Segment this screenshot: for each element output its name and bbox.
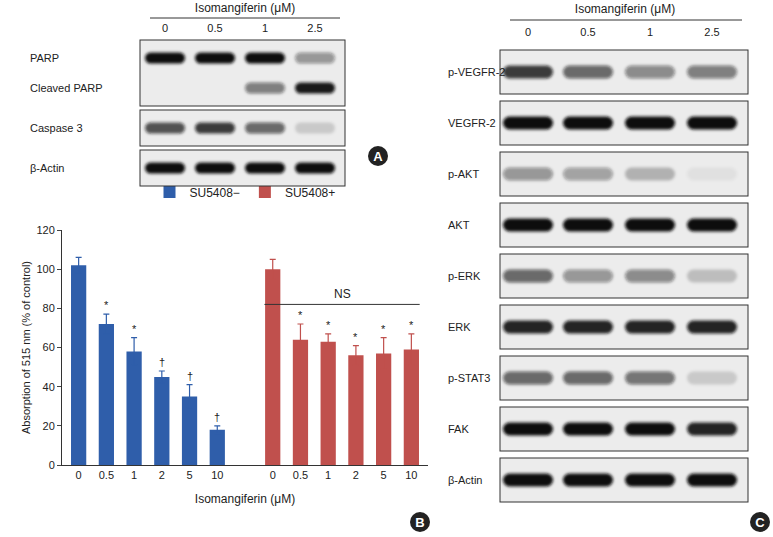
svg-text:1: 1: [647, 26, 653, 38]
svg-text:0.5: 0.5: [293, 469, 308, 481]
svg-text:*: *: [104, 299, 109, 311]
svg-text:*: *: [353, 331, 358, 343]
svg-text:Isomangiferin (μM): Isomangiferin (μM): [195, 1, 295, 15]
svg-text:PARP: PARP: [30, 52, 59, 64]
svg-text:SU5408+: SU5408+: [285, 186, 335, 200]
svg-text:0: 0: [76, 469, 82, 481]
svg-text:β-Actin: β-Actin: [30, 162, 64, 174]
svg-text:†: †: [187, 370, 193, 382]
svg-text:0.5: 0.5: [580, 26, 595, 38]
svg-text:0: 0: [270, 469, 276, 481]
svg-text:0.5: 0.5: [99, 469, 114, 481]
svg-text:20: 20: [43, 420, 55, 432]
svg-text:p-STAT3: p-STAT3: [448, 372, 490, 384]
svg-text:1: 1: [325, 469, 331, 481]
svg-text:Isomangiferin (μM): Isomangiferin (μM): [195, 492, 295, 506]
svg-text:2.5: 2.5: [704, 26, 719, 38]
svg-text:2: 2: [353, 469, 359, 481]
svg-text:Cleaved PARP: Cleaved PARP: [30, 82, 103, 94]
svg-text:FAK: FAK: [448, 423, 469, 435]
svg-text:2: 2: [159, 469, 165, 481]
svg-text:Caspase 3: Caspase 3: [30, 122, 83, 134]
svg-text:1: 1: [262, 22, 268, 34]
svg-text:NS: NS: [334, 287, 351, 301]
svg-text:0: 0: [525, 26, 531, 38]
svg-text:5: 5: [381, 469, 387, 481]
svg-text:*: *: [298, 309, 303, 321]
svg-text:0.5: 0.5: [207, 22, 222, 34]
svg-text:p-VEGFR-2: p-VEGFR-2: [448, 66, 505, 78]
svg-text:60: 60: [43, 341, 55, 353]
svg-text:40: 40: [43, 381, 55, 393]
svg-text:80: 80: [43, 302, 55, 314]
svg-text:A: A: [373, 149, 383, 164]
svg-text:120: 120: [36, 224, 54, 236]
svg-text:10: 10: [211, 469, 223, 481]
svg-text:*: *: [409, 319, 414, 331]
svg-text:p-ERK: p-ERK: [448, 270, 481, 282]
svg-text:C: C: [755, 515, 765, 530]
svg-text:100: 100: [36, 263, 54, 275]
svg-text:0: 0: [49, 459, 55, 471]
svg-text:*: *: [326, 319, 331, 331]
svg-text:5: 5: [186, 469, 192, 481]
svg-text:B: B: [415, 515, 424, 530]
svg-text:Isomangiferin (μM): Isomangiferin (μM): [575, 2, 675, 16]
svg-text:p-AKT: p-AKT: [448, 168, 479, 180]
svg-text:10: 10: [405, 469, 417, 481]
svg-text:†: †: [159, 356, 165, 368]
svg-text:†: †: [214, 411, 220, 423]
svg-text:VEGFR-2: VEGFR-2: [448, 117, 496, 129]
svg-text:β-Actin: β-Actin: [448, 474, 482, 486]
svg-text:SU5408−: SU5408−: [190, 186, 240, 200]
svg-text:1: 1: [131, 469, 137, 481]
svg-text:Absorption of 515 nm (% of con: Absorption of 515 nm (% of control): [20, 261, 32, 434]
svg-text:AKT: AKT: [448, 219, 470, 231]
svg-text:*: *: [381, 323, 386, 335]
svg-text:2.5: 2.5: [307, 22, 322, 34]
svg-text:0: 0: [162, 22, 168, 34]
svg-text:ERK: ERK: [448, 321, 471, 333]
svg-text:*: *: [132, 323, 137, 335]
